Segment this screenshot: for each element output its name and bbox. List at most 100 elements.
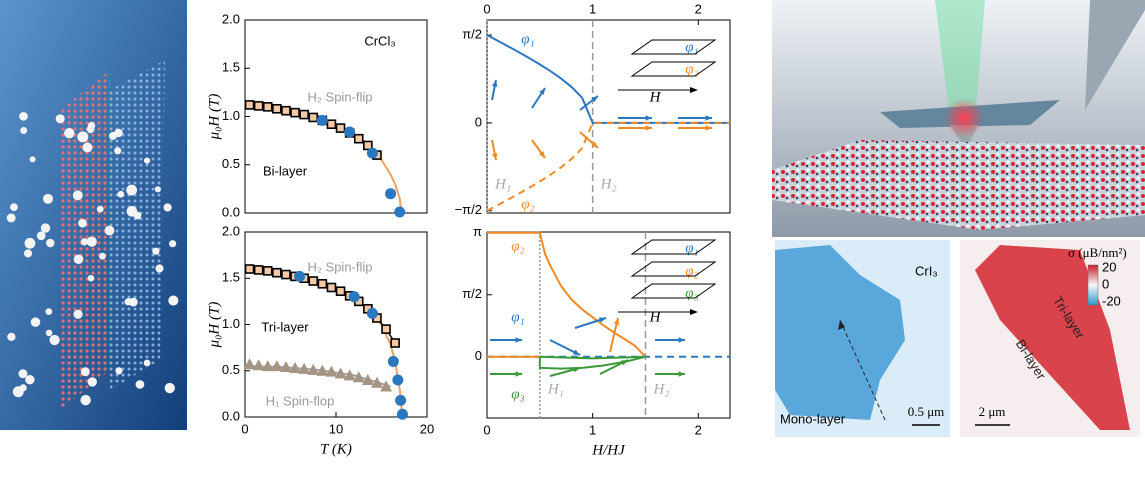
y-tick-label: 1.5 bbox=[222, 270, 240, 285]
colorbar-label: σ (μB/nm²) bbox=[1068, 245, 1127, 260]
annotation: H₂ Spin-flip bbox=[307, 259, 372, 274]
x-axis-label: H/HJ bbox=[591, 442, 626, 458]
circle-point bbox=[344, 126, 356, 138]
triangle-point bbox=[298, 362, 311, 374]
reference-label: H₁ bbox=[494, 176, 511, 192]
x-tick-label: 2 bbox=[695, 1, 702, 16]
square-point bbox=[326, 282, 337, 293]
sphere bbox=[99, 252, 106, 260]
x-tick-label: 0 bbox=[483, 1, 490, 16]
spin-arrow-head bbox=[599, 317, 606, 323]
y-tick-label: 2.0 bbox=[222, 223, 240, 238]
circle-point bbox=[387, 356, 399, 367]
spin-arrow-head bbox=[515, 337, 522, 343]
plot-frame bbox=[244, 19, 428, 214]
triangle-point bbox=[261, 360, 274, 372]
sphere bbox=[19, 111, 28, 121]
sphere bbox=[23, 249, 33, 258]
triangle-point bbox=[343, 369, 356, 381]
x-tick-label: 0 bbox=[483, 422, 490, 437]
annotation: H bbox=[649, 89, 662, 105]
square-point bbox=[326, 119, 337, 130]
sphere bbox=[45, 329, 53, 337]
spin-arrow-head bbox=[705, 115, 712, 121]
circle-point bbox=[385, 188, 397, 200]
square-point bbox=[262, 266, 273, 276]
circle-point bbox=[348, 291, 360, 303]
triangle-point bbox=[243, 358, 256, 370]
y-tick-label: 0.0 bbox=[222, 408, 240, 423]
square-point bbox=[272, 267, 282, 278]
reference-label: H₂ bbox=[600, 176, 617, 192]
square-point bbox=[281, 105, 291, 116]
circle-point bbox=[366, 147, 378, 159]
tri-map bbox=[960, 240, 1140, 437]
spin-arrow-head bbox=[515, 371, 522, 377]
y-tick-label: 2.0 bbox=[222, 11, 240, 26]
sphere bbox=[124, 298, 132, 306]
sphere bbox=[40, 223, 51, 233]
spin-render bbox=[0, 0, 187, 430]
x-tick-label: 2 bbox=[695, 422, 702, 437]
triangle-point bbox=[370, 376, 383, 388]
reference-label: H₁ bbox=[547, 381, 564, 397]
triangle-point bbox=[270, 360, 283, 372]
square-point bbox=[253, 101, 264, 111]
sphere bbox=[87, 274, 95, 282]
sphere bbox=[169, 240, 177, 248]
square-point bbox=[317, 278, 328, 289]
data-line bbox=[486, 121, 730, 212]
triangle-point bbox=[361, 374, 374, 385]
spin-arrow-head bbox=[573, 367, 580, 373]
sphere bbox=[143, 157, 151, 164]
triangle-point bbox=[334, 367, 347, 379]
square-point bbox=[299, 109, 309, 120]
sphere bbox=[104, 225, 115, 236]
data-line bbox=[486, 34, 730, 124]
annotation: CrCl₃ bbox=[364, 33, 395, 48]
tip-render bbox=[772, 0, 1145, 237]
sphere bbox=[86, 125, 95, 134]
sphere bbox=[77, 131, 89, 143]
triangle-point bbox=[352, 371, 365, 383]
spin-arrow-head bbox=[678, 337, 685, 343]
x-tick-label: 20 bbox=[420, 421, 434, 436]
square-point bbox=[363, 140, 373, 151]
square-point bbox=[353, 133, 364, 144]
annotation: Bi-layer bbox=[263, 163, 308, 178]
sphere bbox=[168, 295, 179, 306]
plot-frame bbox=[486, 231, 731, 419]
x-tick-label: 0 bbox=[241, 421, 248, 436]
sphere bbox=[29, 156, 36, 163]
annotation: φ₁ bbox=[685, 240, 699, 256]
annotation: φ₃ bbox=[685, 285, 699, 301]
inset-layer bbox=[630, 261, 717, 277]
sphere bbox=[55, 114, 65, 124]
sphere bbox=[43, 193, 53, 204]
square-point bbox=[281, 269, 291, 280]
sphere bbox=[82, 142, 93, 153]
data-line bbox=[487, 231, 647, 358]
y-tick-label: 1.0 bbox=[222, 316, 240, 331]
y-tick-label: −π/2 bbox=[455, 202, 482, 217]
y-tick-label: 1.0 bbox=[222, 108, 240, 123]
spin-arrow-head bbox=[539, 88, 545, 95]
square-point bbox=[308, 276, 319, 286]
map-label: CrI₃ bbox=[915, 263, 938, 278]
sphere bbox=[164, 382, 175, 394]
sphere bbox=[73, 254, 84, 265]
circle-point bbox=[396, 408, 408, 420]
annotation: H₂ Spin-flip bbox=[307, 89, 372, 104]
x-tick-label: 10 bbox=[329, 421, 343, 436]
y-tick-label: 0.5 bbox=[222, 156, 240, 171]
x-tick-label: 1 bbox=[589, 422, 596, 437]
square-point bbox=[290, 107, 300, 118]
x-tick-label: 1 bbox=[589, 1, 596, 16]
annotation: φ₁ bbox=[521, 31, 535, 47]
mono-map bbox=[775, 240, 950, 437]
spin-arrow-head bbox=[678, 371, 685, 377]
spin-arrow-head bbox=[591, 96, 598, 103]
annotation: φ₂ bbox=[521, 196, 535, 212]
y-tick-label: 0.0 bbox=[222, 204, 240, 219]
